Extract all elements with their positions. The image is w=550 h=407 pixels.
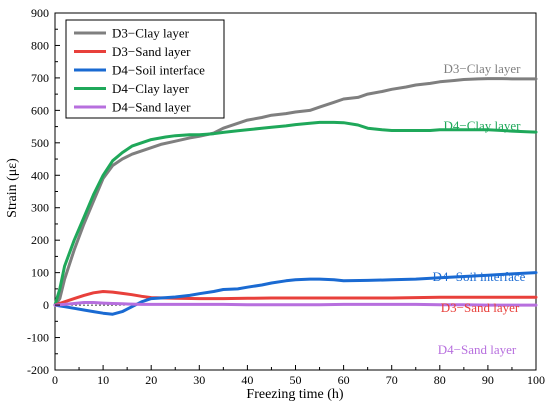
y-tick-label: 600 bbox=[31, 103, 49, 117]
plot-area: D3−Clay layer D3−Sand layer D4−Soil interf… bbox=[53, 12, 538, 371]
legend-entry: D4−Clay layer bbox=[112, 81, 190, 96]
y-axis-label: Strain (με) bbox=[5, 158, 20, 218]
x-tick-label: 70 bbox=[386, 373, 398, 387]
x-tick-label: 20 bbox=[145, 373, 157, 387]
series-line-4 bbox=[53, 120, 538, 307]
x-tick-label: 40 bbox=[241, 373, 253, 387]
series-end-label-2: D3−Sand layer bbox=[441, 300, 520, 315]
y-tick-label: 300 bbox=[31, 201, 49, 215]
y-tick-label: 200 bbox=[31, 233, 49, 247]
series-line-2 bbox=[53, 290, 538, 307]
x-axis: 0 10 20 30 40 50 60 70 80 90 100 bbox=[52, 365, 545, 387]
series-end-label-4: D4−Clay layer bbox=[443, 118, 521, 133]
legend-entry: D4−Sand layer bbox=[112, 100, 191, 115]
series-end-label-5: D4−Sand layer bbox=[438, 342, 517, 357]
x-tick-label: 0 bbox=[52, 373, 58, 387]
y-tick-label: 700 bbox=[31, 71, 49, 85]
legend-entry: D4−Soil interface bbox=[112, 63, 205, 78]
x-tick-label: 60 bbox=[338, 373, 350, 387]
y-tick-label: 100 bbox=[31, 266, 49, 280]
y-tick-label: 400 bbox=[31, 168, 49, 182]
y-tick-label: 0 bbox=[43, 298, 49, 312]
y-tick-label: -100 bbox=[27, 331, 49, 345]
x-tick-label: 30 bbox=[193, 373, 205, 387]
series-line-3 bbox=[53, 271, 538, 316]
x-axis-label: Freezing time (h) bbox=[246, 387, 344, 402]
series-line-5 bbox=[53, 301, 538, 307]
x-tick-label: 50 bbox=[290, 373, 302, 387]
x-tick-label: 90 bbox=[482, 373, 494, 387]
y-axis: -200 -100 0 100 200 300 400 500 600 700 800 900 bbox=[27, 6, 60, 377]
y-tick-label: 500 bbox=[31, 136, 49, 150]
x-tick-label: 100 bbox=[527, 373, 545, 387]
series-line-1 bbox=[53, 77, 538, 307]
x-tick-label: 80 bbox=[434, 373, 446, 387]
legend: D3−Clay layer D3−Sand layer D4−Soil interf… bbox=[65, 19, 225, 119]
y-tick-label: -200 bbox=[27, 363, 49, 377]
y-tick-label: 800 bbox=[31, 38, 49, 52]
y-tick-label: 900 bbox=[31, 6, 49, 20]
series-end-label-3: D4−Soil interface bbox=[433, 269, 526, 284]
legend-entry: D3−Sand layer bbox=[112, 44, 191, 59]
legend-entry: D3−Clay layer bbox=[112, 26, 190, 41]
series-end-label-1: D3−Clay layer bbox=[443, 61, 521, 76]
x-tick-label: 10 bbox=[97, 373, 109, 387]
